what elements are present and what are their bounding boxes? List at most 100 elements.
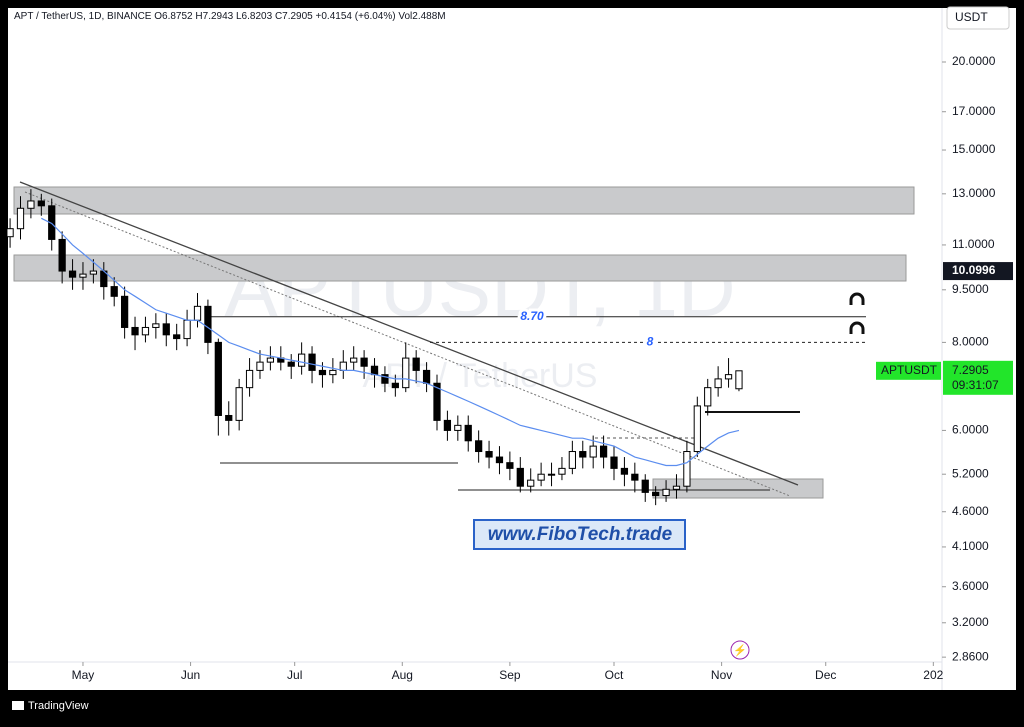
candle-body xyxy=(48,205,56,240)
y-tick-label: 2.8600 xyxy=(952,649,989,663)
y-tick-label: 11.0000 xyxy=(952,237,995,251)
magnet-icon xyxy=(849,292,865,334)
candle-body xyxy=(79,273,87,278)
candle-body xyxy=(381,374,389,384)
candle-body xyxy=(672,485,681,490)
candle-body xyxy=(704,387,712,407)
candle-body xyxy=(735,370,743,390)
brand: TradingView xyxy=(28,700,89,712)
candle-body xyxy=(485,451,493,458)
y-tick-label: 3.6000 xyxy=(952,579,989,593)
candle-body xyxy=(162,323,170,336)
last-price-label: 7.2905 xyxy=(952,363,989,377)
candle-body xyxy=(16,207,25,230)
candle-body xyxy=(662,488,670,497)
y-tick-label: 17.0000 xyxy=(952,104,996,118)
promo-box xyxy=(473,519,686,550)
zone xyxy=(13,254,907,282)
candle-body xyxy=(266,357,275,363)
candle-body xyxy=(318,369,327,376)
header: APT / TetherUS, 1D, BINANCE O6.8752 H7.2… xyxy=(14,11,446,22)
candle-body xyxy=(58,238,66,272)
candle-body xyxy=(183,319,191,340)
candle-body xyxy=(152,323,160,328)
candle-body xyxy=(256,361,264,371)
candle-body xyxy=(433,382,441,421)
x-tick-label: Aug xyxy=(392,668,413,682)
candle-body xyxy=(360,357,368,367)
price-tag xyxy=(943,262,1013,281)
watermark-sub: APT / TetherUS xyxy=(363,357,598,395)
y-tick-label: 9.5000 xyxy=(952,282,989,296)
candle-body xyxy=(308,353,316,371)
candle-body xyxy=(454,424,462,431)
y-tick-label: 13.0000 xyxy=(952,186,996,200)
candle-body xyxy=(599,445,608,458)
candle-body xyxy=(714,378,722,389)
candle-body xyxy=(464,424,472,442)
candle-body xyxy=(537,473,545,481)
candle-body xyxy=(620,467,629,475)
candle-body xyxy=(402,357,410,389)
candle-body xyxy=(110,286,118,297)
candle-body xyxy=(568,451,576,469)
candle-body xyxy=(235,387,243,421)
countdown: 09:31:07 xyxy=(952,378,999,392)
candle-body xyxy=(68,270,77,278)
candle-body xyxy=(527,479,535,487)
symbol-tag-label: APTUSDT xyxy=(881,363,938,377)
x-tick-label: May xyxy=(72,668,95,682)
y-tick-label: 15.0000 xyxy=(952,142,996,156)
candle-body xyxy=(173,334,181,340)
candle-body xyxy=(475,440,483,453)
candle-body xyxy=(631,473,639,481)
candle-body xyxy=(120,295,129,328)
moving-average xyxy=(41,217,740,467)
level-label: 8.70 xyxy=(520,309,544,323)
candle-body xyxy=(443,419,452,431)
candle-body xyxy=(6,228,14,238)
candle-body xyxy=(193,305,202,321)
event-icon-glyph: ⚡ xyxy=(733,644,747,657)
candle-body xyxy=(204,305,212,343)
brand-logo xyxy=(12,701,24,710)
candle-body xyxy=(339,361,347,371)
x-tick-label: Jul xyxy=(287,668,302,682)
y-tick-label: 4.1000 xyxy=(952,539,989,553)
candle-body xyxy=(558,467,566,475)
symbol-tag xyxy=(876,361,941,380)
candle-body xyxy=(506,462,514,469)
x-tick-label: Nov xyxy=(711,668,732,682)
currency-button[interactable] xyxy=(946,6,1010,30)
candle-body xyxy=(610,456,618,469)
candle-body xyxy=(131,326,139,336)
x-tick-label: Jun xyxy=(181,668,200,682)
trendline xyxy=(19,181,799,486)
candle-body xyxy=(89,270,98,275)
candle-body xyxy=(391,382,399,389)
candle-body xyxy=(683,451,691,487)
candle-body xyxy=(214,341,222,416)
zone xyxy=(652,478,824,499)
chart-area xyxy=(8,8,1016,690)
candle-body xyxy=(27,200,35,209)
candle-body xyxy=(547,473,556,476)
candle-body xyxy=(724,374,733,380)
y-tick-label: 20.0000 xyxy=(952,54,996,68)
x-tick-label: 202 xyxy=(923,668,943,682)
y-tick-label: 8.0000 xyxy=(952,335,989,349)
candle-body xyxy=(422,369,431,384)
y-tick-label: 4.6000 xyxy=(952,504,989,518)
x-tick-label: Oct xyxy=(605,668,624,682)
zone xyxy=(13,186,915,215)
event-icon[interactable] xyxy=(730,640,750,660)
y-tick-label: 3.2000 xyxy=(952,615,989,629)
candle-body xyxy=(652,491,660,497)
candle-body xyxy=(141,326,150,336)
candle-body xyxy=(495,456,504,464)
y-tick-label: 5.2000 xyxy=(952,466,989,480)
candle-body xyxy=(329,369,337,376)
candle-body xyxy=(412,357,420,371)
trendline-dotted xyxy=(24,191,791,497)
